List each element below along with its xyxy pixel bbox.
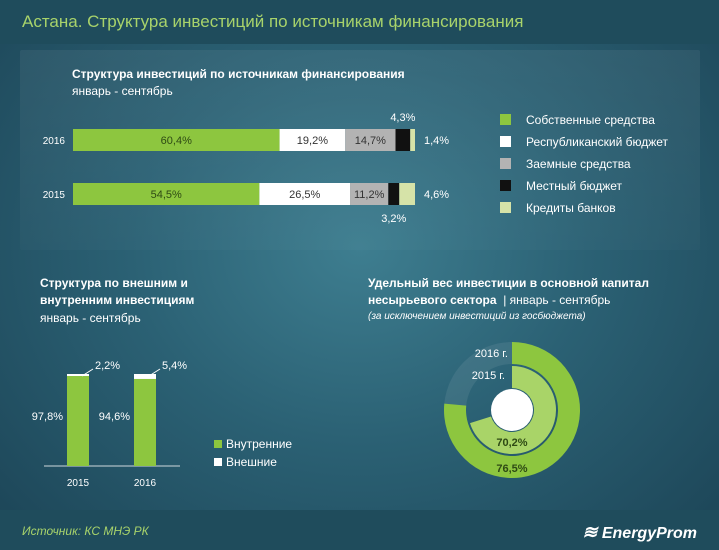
data-label: 1,4% (424, 135, 449, 147)
chart1-subtitle: январь - сентябрь (72, 84, 173, 98)
bar-segment (395, 129, 411, 151)
data-label: 2,2% (95, 360, 120, 372)
bar-segment (399, 183, 415, 205)
ring-center (491, 389, 533, 431)
chart3-title-text: Удельный вес инвестиции в основной капит… (368, 276, 649, 307)
legend-label: Собственные средства (526, 113, 655, 127)
legend-label: Местный бюджет (526, 179, 623, 193)
bar-segment (350, 183, 389, 205)
leader-line (81, 368, 94, 377)
ring-label-2015: 2015 г. (472, 370, 505, 382)
bar-segment (388, 183, 400, 205)
source-note: Источник: КС МНЭ РК (22, 524, 149, 538)
brand-mark-icon: ≋ (582, 522, 598, 542)
bar-segment (67, 376, 89, 466)
legend-swatch (500, 180, 511, 191)
category-label: 2016 (43, 136, 66, 147)
bar-segment (279, 129, 346, 151)
leader-line (148, 368, 161, 377)
bar-segment (67, 374, 89, 377)
bar-segment (345, 129, 396, 151)
category-label: 2015 (43, 190, 66, 201)
data-label: 97,8% (32, 411, 63, 423)
legend-swatch (500, 136, 511, 147)
legend-label: Заемные средства (526, 157, 631, 171)
page-title: Астана. Структура инвестиций по источник… (22, 12, 524, 31)
data-label: 76,5% (496, 463, 527, 475)
data-label: 70,2% (496, 437, 527, 449)
ring-label-2016: 2016 г. (475, 348, 508, 360)
data-label: 54,5% (151, 189, 182, 201)
data-label: 4,6% (424, 189, 449, 201)
data-label: 94,6% (99, 411, 130, 423)
chart3-note: (за исключением инвестиций из госбюджета… (368, 311, 586, 322)
footer: Источник: КС МНЭ РК ≋ EnergyProm (0, 510, 719, 550)
data-label: 26,5% (289, 189, 320, 201)
chart2-subtitle: январь - сентябрь (40, 311, 141, 325)
chart1-title: Структура инвестиций по источникам финан… (72, 67, 405, 81)
legend-label: Республиканский бюджет (526, 135, 669, 149)
bar-segment (259, 183, 351, 205)
data-label: 60,4% (161, 135, 192, 147)
bar-segment (73, 129, 280, 151)
data-label: 3,2% (381, 213, 406, 225)
brand-name: EnergyProm (601, 525, 697, 542)
chart3-subtitle: январь - сентябрь (509, 293, 611, 307)
bar-segment (134, 374, 156, 379)
legend-swatch (214, 440, 222, 448)
chart3-title: Удельный вес инвестиции в основной капит… (368, 276, 649, 307)
category-label: 2016 (134, 478, 157, 489)
bar-segment (410, 129, 415, 151)
legend-label: Внешние (226, 455, 277, 469)
ring-2016 (443, 342, 580, 478)
data-label: 19,2% (297, 135, 328, 147)
data-label: 4,3% (390, 112, 415, 124)
brand-logo: ≋ EnergyProm (582, 522, 697, 543)
legend-swatch (214, 458, 222, 466)
data-label: 5,4% (162, 360, 187, 372)
chart2-title: Структура по внешним и внутренним инвест… (40, 276, 195, 307)
bar-segment (73, 183, 260, 205)
category-label: 2015 (67, 478, 90, 489)
title-bar: Астана. Структура инвестиций по источник… (0, 0, 719, 44)
bar-segment (134, 378, 156, 466)
legend-label: Кредиты банков (526, 201, 616, 215)
legend-swatch (500, 114, 511, 125)
legend-swatch (500, 202, 511, 213)
legend-label: Внутренние (226, 437, 292, 451)
data-label: 14,7% (355, 135, 386, 147)
data-label: 11,2% (354, 189, 385, 201)
ring-2015 (469, 366, 557, 454)
legend-swatch (500, 158, 511, 169)
